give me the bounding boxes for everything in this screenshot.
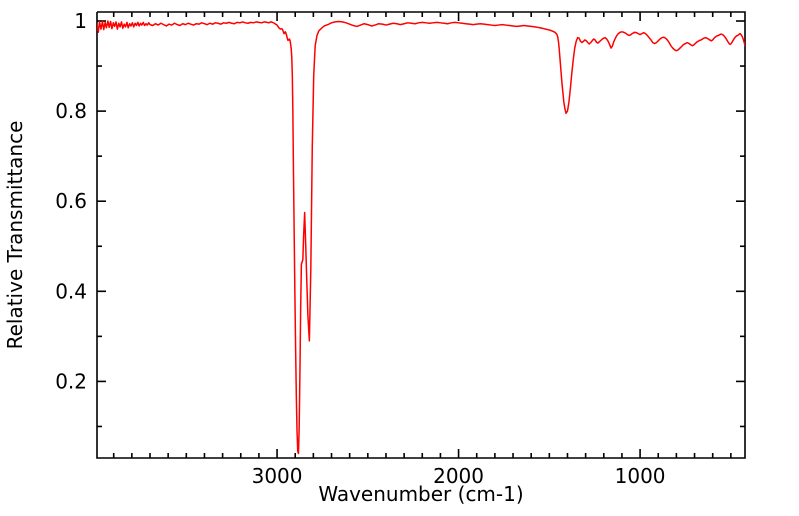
x-tick-label: 2000 bbox=[433, 464, 484, 488]
y-tick-label: 0.8 bbox=[55, 99, 87, 123]
y-tick-label: 0.6 bbox=[55, 189, 87, 213]
plot-axes bbox=[96, 11, 746, 459]
y-tick-label: 0.4 bbox=[55, 279, 87, 303]
x-tick-label: 1000 bbox=[615, 464, 666, 488]
y-tick-label: 0.2 bbox=[55, 369, 87, 393]
axis-tick-labels: 3000 2000 1000 0.2 0.4 0.6 0.8 1 bbox=[55, 9, 665, 488]
spectrum-line bbox=[97, 20, 745, 455]
y-axis-title: Relative Transmittance bbox=[3, 121, 27, 350]
y-tick-label: 1 bbox=[74, 9, 87, 33]
x-tick-label: 3000 bbox=[252, 464, 303, 488]
axis-ticks bbox=[97, 12, 745, 458]
x-axis-title: Wavenumber (cm-1) bbox=[318, 482, 523, 506]
data-area bbox=[97, 20, 745, 455]
